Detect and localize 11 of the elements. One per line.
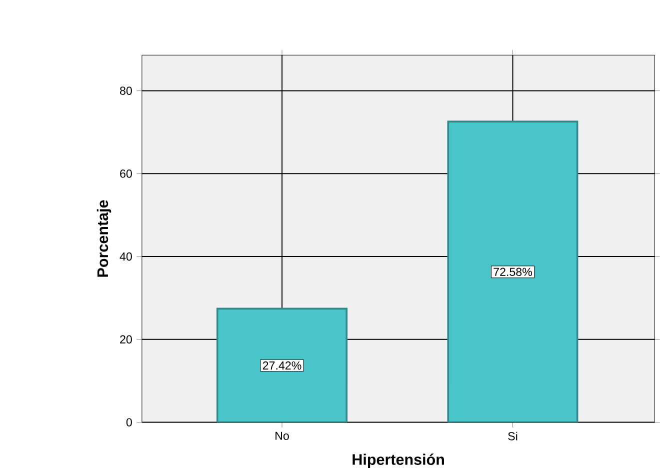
x-axis-title: Hipertensión: [352, 454, 444, 468]
data-label: 27.42%: [262, 361, 302, 370]
x-tick-label: No: [276, 432, 289, 440]
data-label: 72.58%: [494, 268, 532, 276]
y-axis-title: Porcentaje: [96, 200, 112, 277]
y-tick-label: 0: [126, 418, 132, 426]
x-tick-label: Si: [508, 432, 518, 440]
y-tick-label: 60: [120, 170, 132, 178]
y-tick-label: 80: [120, 86, 132, 95]
y-tick-label: 20: [120, 335, 132, 344]
y-tick-label: 40: [120, 252, 132, 261]
